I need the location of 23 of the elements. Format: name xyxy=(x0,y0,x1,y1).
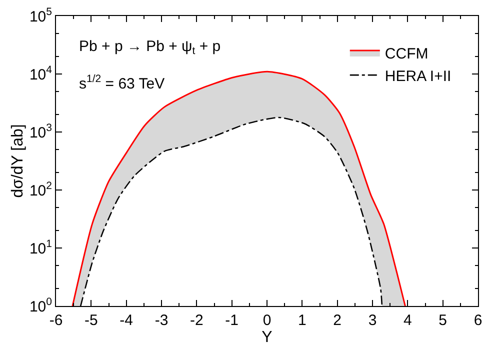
x-axis-title: Y xyxy=(262,329,273,346)
x-tick-label: -1 xyxy=(225,312,238,329)
x-tick-label: 1 xyxy=(298,312,306,329)
x-tick-label: 3 xyxy=(368,312,377,329)
x-tick-label: -2 xyxy=(190,312,204,329)
x-tick-label: 0 xyxy=(262,312,272,329)
x-tick-label: 5 xyxy=(438,312,447,329)
x-tick-label: 2 xyxy=(333,312,342,329)
annotation: Pb + p → Pb + ψ$_{t}$ + p xyxy=(79,38,221,58)
y-tick-label: 10$^{4}$ xyxy=(29,64,52,84)
y-axis-title: dσ/dY [ab] xyxy=(9,124,26,198)
y-tick-label: 10$^{3}$ xyxy=(29,122,52,142)
annotation: s$^{1/2}$ = 63 TeV xyxy=(79,73,165,92)
x-tick-label: -3 xyxy=(154,312,168,329)
x-tick-label: 6 xyxy=(474,312,482,329)
y-tick-label: 10$^{5}$ xyxy=(29,6,52,26)
legend-label: HERA I+II xyxy=(384,68,452,85)
x-tick-label: 4 xyxy=(404,312,412,329)
x-tick-label: -5 xyxy=(84,312,98,329)
legend-label: CCFM xyxy=(384,45,428,62)
x-tick-label: -4 xyxy=(120,312,133,329)
y-tick-label: 10$^{1}$ xyxy=(29,238,52,258)
y-tick-label: 10$^{2}$ xyxy=(29,180,52,200)
